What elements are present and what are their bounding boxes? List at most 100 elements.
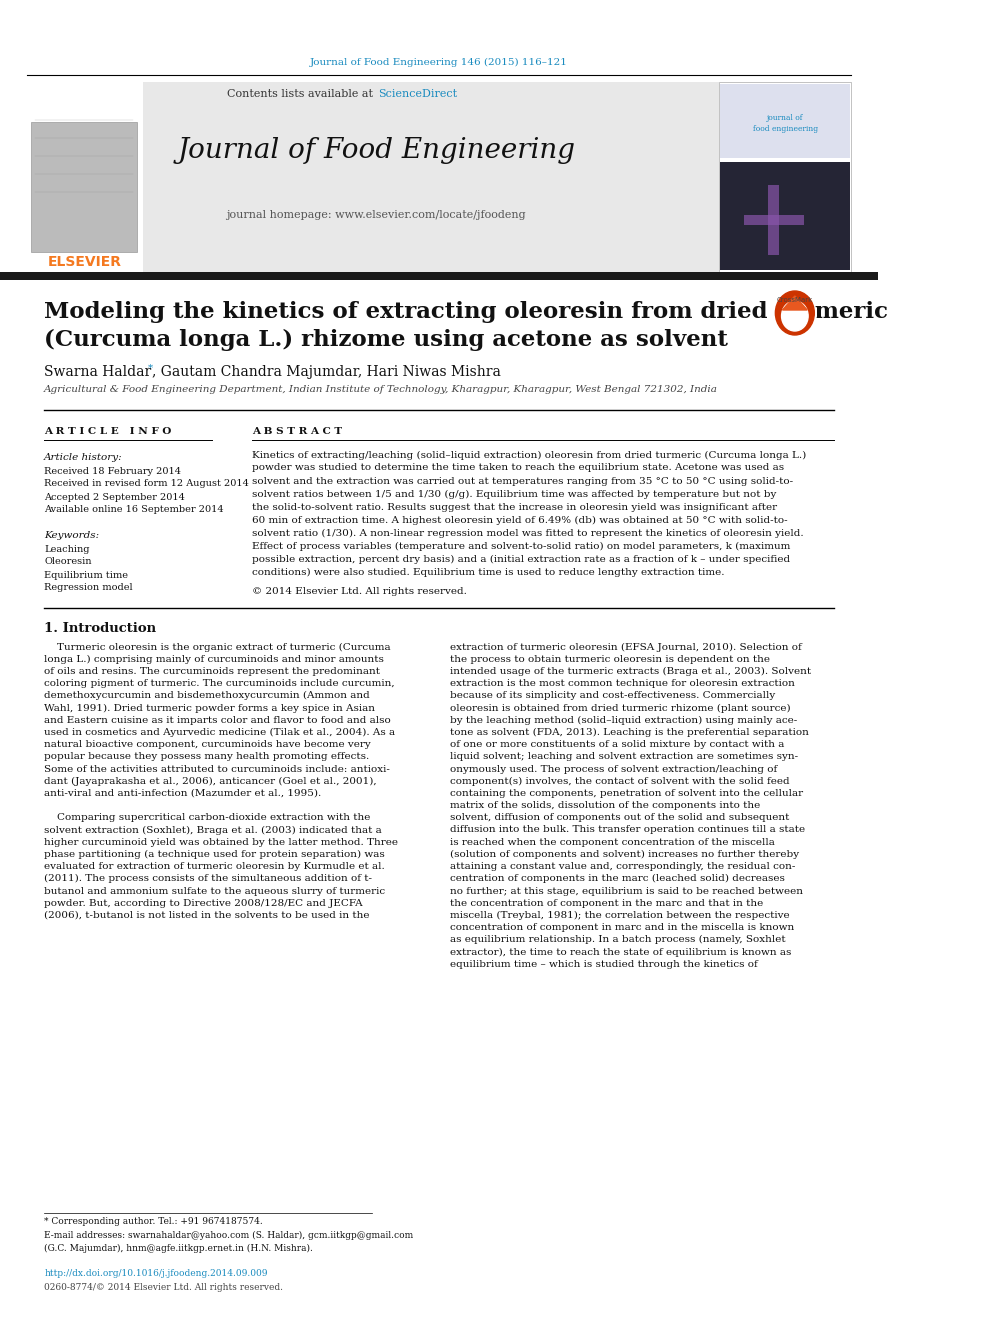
- Text: Received in revised form 12 August 2014: Received in revised form 12 August 2014: [45, 479, 249, 488]
- Text: Contents lists available at: Contents lists available at: [227, 89, 376, 99]
- Text: the concentration of component in the marc and that in the: the concentration of component in the ma…: [449, 898, 763, 908]
- Text: no further; at this stage, equilibrium is said to be reached between: no further; at this stage, equilibrium i…: [449, 886, 803, 896]
- Text: ELSEVIER: ELSEVIER: [48, 255, 122, 269]
- Text: is reached when the component concentration of the miscella: is reached when the component concentrat…: [449, 837, 775, 847]
- Text: of oils and resins. The curcuminoids represent the predominant: of oils and resins. The curcuminoids rep…: [45, 667, 380, 676]
- Text: evaluated for extraction of turmeric oleoresin by Kurmudle et al.: evaluated for extraction of turmeric ole…: [45, 863, 385, 871]
- Text: intended usage of the turmeric extracts (Braga et al., 2003). Solvent: intended usage of the turmeric extracts …: [449, 667, 810, 676]
- FancyBboxPatch shape: [720, 83, 850, 157]
- Text: dant (Jayaprakasha et al., 2006), anticancer (Goel et al., 2001),: dant (Jayaprakasha et al., 2006), antica…: [45, 777, 377, 786]
- Text: anti-viral and anti-infection (Mazumder et al., 1995).: anti-viral and anti-infection (Mazumder …: [45, 789, 321, 798]
- Circle shape: [774, 291, 816, 339]
- Text: Available online 16 September 2014: Available online 16 September 2014: [45, 505, 224, 515]
- Text: CrossMark: CrossMark: [777, 296, 813, 303]
- Text: powder was studied to determine the time taken to reach the equilibrium state. A: powder was studied to determine the time…: [252, 463, 785, 472]
- Text: Equilibrium time: Equilibrium time: [45, 570, 128, 579]
- Text: A R T I C L E   I N F O: A R T I C L E I N F O: [45, 427, 172, 437]
- Text: possible extraction, percent dry basis) and a (initial extraction rate as a frac: possible extraction, percent dry basis) …: [252, 554, 791, 564]
- Text: as equilibrium relationship. In a batch process (namely, Soxhlet: as equilibrium relationship. In a batch …: [449, 935, 786, 945]
- Text: * Corresponding author. Tel.: +91 9674187574.: * Corresponding author. Tel.: +91 967418…: [45, 1217, 263, 1226]
- Text: food engineering: food engineering: [753, 124, 817, 134]
- Text: A B S T R A C T: A B S T R A C T: [252, 427, 342, 437]
- FancyBboxPatch shape: [27, 82, 144, 273]
- Text: Article history:: Article history:: [45, 452, 123, 462]
- Text: Journal of Food Engineering: Journal of Food Engineering: [178, 136, 575, 164]
- Text: 0260-8774/© 2014 Elsevier Ltd. All rights reserved.: 0260-8774/© 2014 Elsevier Ltd. All right…: [45, 1282, 284, 1291]
- Text: extraction is the most common technique for oleoresin extraction: extraction is the most common technique …: [449, 679, 795, 688]
- Text: solvent, diffusion of components out of the solid and subsequent: solvent, diffusion of components out of …: [449, 814, 789, 823]
- Text: and Eastern cuisine as it imparts color and flavor to food and also: and Eastern cuisine as it imparts color …: [45, 716, 391, 725]
- FancyBboxPatch shape: [719, 82, 851, 273]
- Text: Regression model: Regression model: [45, 583, 133, 593]
- Text: solvent ratios between 1/5 and 1/30 (g/g). Equilibrium time was affected by temp: solvent ratios between 1/5 and 1/30 (g/g…: [252, 490, 777, 499]
- Text: Journal of Food Engineering 146 (2015) 116–121: Journal of Food Engineering 146 (2015) 1…: [310, 57, 568, 66]
- Text: E-mail addresses: swarnahaldar@yahoo.com (S. Haldar), gcm.iitkgp@gmail.com: E-mail addresses: swarnahaldar@yahoo.com…: [45, 1230, 414, 1240]
- Text: 1. Introduction: 1. Introduction: [45, 622, 157, 635]
- Text: journal homepage: www.elsevier.com/locate/jfoodeng: journal homepage: www.elsevier.com/locat…: [226, 210, 526, 220]
- Text: equilibrium time – which is studied through the kinetics of: equilibrium time – which is studied thro…: [449, 959, 758, 968]
- Text: attaining a constant value and, correspondingly, the residual con-: attaining a constant value and, correspo…: [449, 863, 795, 871]
- Text: containing the components, penetration of solvent into the cellular: containing the components, penetration o…: [449, 789, 803, 798]
- Text: powder. But, according to Directive 2008/128/EC and JECFA: powder. But, according to Directive 2008…: [45, 898, 363, 908]
- Text: solvent extraction (Soxhlet), Braga et al. (2003) indicated that a: solvent extraction (Soxhlet), Braga et a…: [45, 826, 382, 835]
- Text: of one or more constituents of a solid mixture by contact with a: of one or more constituents of a solid m…: [449, 740, 784, 749]
- Text: conditions) were also studied. Equilibrium time is used to reduce lengthy extrac: conditions) were also studied. Equilibri…: [252, 568, 725, 577]
- Text: Received 18 February 2014: Received 18 February 2014: [45, 467, 182, 475]
- Text: Wahl, 1991). Dried turmeric powder forms a key spice in Asian: Wahl, 1991). Dried turmeric powder forms…: [45, 704, 375, 713]
- Text: Some of the activities attributed to curcuminoids include: antioxi-: Some of the activities attributed to cur…: [45, 765, 390, 774]
- Text: extractor), the time to reach the state of equilibrium is known as: extractor), the time to reach the state …: [449, 947, 791, 957]
- Text: butanol and ammonium sulfate to the aqueous slurry of turmeric: butanol and ammonium sulfate to the aque…: [45, 886, 385, 896]
- FancyBboxPatch shape: [768, 185, 779, 255]
- Text: (2011). The process consists of the simultaneous addition of t-: (2011). The process consists of the simu…: [45, 875, 372, 884]
- Text: solvent and the extraction was carried out at temperatures ranging from 35 °C to: solvent and the extraction was carried o…: [252, 476, 794, 486]
- Text: oleoresin is obtained from dried turmeric rhizome (plant source): oleoresin is obtained from dried turmeri…: [449, 704, 791, 713]
- Text: matrix of the solids, dissolution of the components into the: matrix of the solids, dissolution of the…: [449, 802, 760, 810]
- Circle shape: [782, 302, 808, 331]
- Text: by the leaching method (solid–liquid extraction) using mainly ace-: by the leaching method (solid–liquid ext…: [449, 716, 797, 725]
- Text: ScienceDirect: ScienceDirect: [378, 89, 457, 99]
- Text: liquid solvent; leaching and solvent extraction are sometimes syn-: liquid solvent; leaching and solvent ext…: [449, 753, 798, 761]
- Text: concentration of component in marc and in the miscella is known: concentration of component in marc and i…: [449, 923, 794, 933]
- Text: phase partitioning (a technique used for protein separation) was: phase partitioning (a technique used for…: [45, 849, 385, 859]
- Text: diffusion into the bulk. This transfer operation continues till a state: diffusion into the bulk. This transfer o…: [449, 826, 805, 835]
- Circle shape: [776, 291, 814, 335]
- Text: (G.C. Majumdar), hnm@agfe.iitkgp.ernet.in (H.N. Mishra).: (G.C. Majumdar), hnm@agfe.iitkgp.ernet.i…: [45, 1244, 313, 1253]
- Text: extraction of turmeric oleoresin (EFSA Journal, 2010). Selection of: extraction of turmeric oleoresin (EFSA J…: [449, 643, 802, 651]
- Text: tone as solvent (FDA, 2013). Leaching is the preferential separation: tone as solvent (FDA, 2013). Leaching is…: [449, 728, 808, 737]
- Text: higher curcuminoid yield was obtained by the latter method. Three: higher curcuminoid yield was obtained by…: [45, 837, 398, 847]
- Text: Accepted 2 September 2014: Accepted 2 September 2014: [45, 492, 186, 501]
- Text: miscella (Treybal, 1981); the correlation between the respective: miscella (Treybal, 1981); the correlatio…: [449, 910, 790, 919]
- Text: centration of components in the marc (leached solid) decreases: centration of components in the marc (le…: [449, 875, 785, 884]
- Text: © 2014 Elsevier Ltd. All rights reserved.: © 2014 Elsevier Ltd. All rights reserved…: [252, 587, 467, 597]
- Text: solvent ratio (1/30). A non-linear regression model was fitted to represent the : solvent ratio (1/30). A non-linear regre…: [252, 528, 804, 537]
- Text: the process to obtain turmeric oleoresin is dependent on the: the process to obtain turmeric oleoresin…: [449, 655, 770, 664]
- Polygon shape: [783, 296, 807, 310]
- Text: Oleoresin: Oleoresin: [45, 557, 91, 566]
- FancyBboxPatch shape: [744, 216, 804, 225]
- Text: Agricultural & Food Engineering Department, Indian Institute of Technology, Khar: Agricultural & Food Engineering Departme…: [45, 385, 718, 394]
- Text: Leaching: Leaching: [45, 545, 89, 553]
- Text: (solution of components and solvent) increases no further thereby: (solution of components and solvent) inc…: [449, 849, 799, 859]
- Text: onymously used. The process of solvent extraction/leaching of: onymously used. The process of solvent e…: [449, 765, 777, 774]
- Text: used in cosmetics and Ayurvedic medicine (Tilak et al., 2004). As a: used in cosmetics and Ayurvedic medicine…: [45, 728, 396, 737]
- Text: popular because they possess many health promoting effects.: popular because they possess many health…: [45, 753, 369, 761]
- FancyBboxPatch shape: [31, 122, 137, 251]
- Text: journal of: journal of: [767, 114, 804, 122]
- Text: Swarna Haldar: Swarna Haldar: [45, 365, 152, 378]
- FancyBboxPatch shape: [27, 82, 719, 273]
- Text: demethoxycurcumin and bisdemethoxycurcumin (Ammon and: demethoxycurcumin and bisdemethoxycurcum…: [45, 691, 370, 700]
- Text: Turmeric oleoresin is the organic extract of turmeric (Curcuma: Turmeric oleoresin is the organic extrac…: [45, 643, 391, 651]
- Text: the solid-to-solvent ratio. Results suggest that the increase in oleoresin yield: the solid-to-solvent ratio. Results sugg…: [252, 503, 778, 512]
- Text: coloring pigment of turmeric. The curcuminoids include curcumin,: coloring pigment of turmeric. The curcum…: [45, 679, 395, 688]
- Text: (2006), t-butanol is not listed in the solvents to be used in the: (2006), t-butanol is not listed in the s…: [45, 912, 370, 919]
- Text: component(s) involves, the contact of solvent with the solid feed: component(s) involves, the contact of so…: [449, 777, 790, 786]
- FancyBboxPatch shape: [0, 273, 878, 280]
- Text: Modeling the kinetics of extracting oleoresin from dried turmeric: Modeling the kinetics of extracting oleo…: [45, 302, 888, 323]
- Text: Keywords:: Keywords:: [45, 531, 99, 540]
- Text: Effect of process variables (temperature and solvent-to-solid ratio) on model pa: Effect of process variables (temperature…: [252, 541, 791, 550]
- Text: *: *: [148, 364, 153, 373]
- Text: natural bioactive component, curcuminoids have become very: natural bioactive component, curcuminoid…: [45, 740, 371, 749]
- Text: http://dx.doi.org/10.1016/j.jfoodeng.2014.09.009: http://dx.doi.org/10.1016/j.jfoodeng.201…: [45, 1269, 268, 1278]
- Text: longa L.) comprising mainly of curcuminoids and minor amounts: longa L.) comprising mainly of curcumino…: [45, 655, 384, 664]
- Text: because of its simplicity and cost-effectiveness. Commercially: because of its simplicity and cost-effec…: [449, 692, 775, 700]
